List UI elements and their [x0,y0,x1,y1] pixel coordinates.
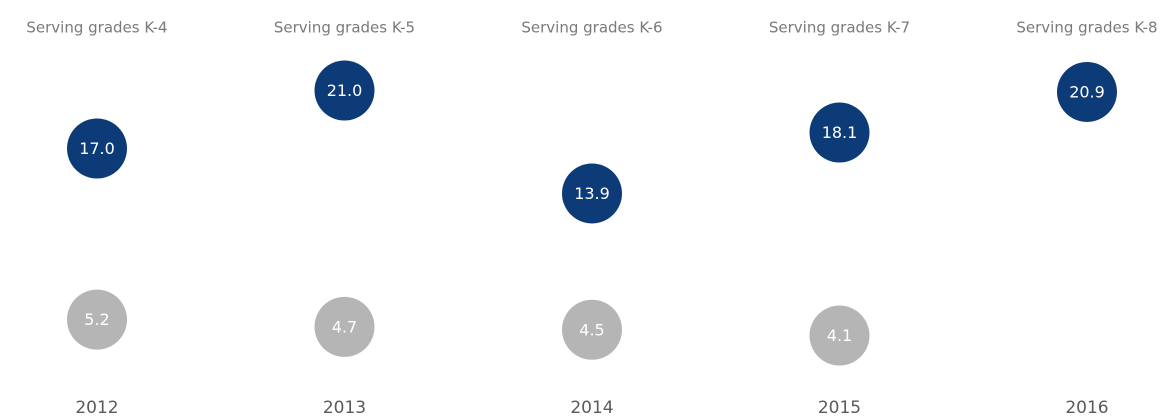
value-label: 13.9 [574,184,610,203]
dot [314,296,375,357]
value-label: 5.2 [84,310,109,329]
category-label: 2013 [323,398,366,418]
dot [809,305,870,366]
dot [67,289,127,350]
column-label: Serving grades K-8 [1016,19,1157,37]
value-label: 20.9 [1069,82,1105,101]
value-label: 4.1 [827,326,852,345]
dot [809,102,870,163]
dot [562,163,622,224]
column-label: Serving grades K-6 [521,19,662,37]
dot [67,118,127,179]
value-label: 4.5 [579,320,604,339]
value-label: 18.1 [822,123,858,142]
value-label: 17.0 [79,139,115,158]
column-label: Serving grades K-7 [769,19,910,37]
column-label: Serving grades K-4 [26,19,167,37]
dot [562,299,622,360]
dot [1057,61,1117,122]
category-label: 2012 [75,398,118,418]
value-label: 4.7 [332,317,357,336]
category-label: 2016 [1065,398,1108,418]
column-label: Serving grades K-5 [274,19,415,37]
category-label: 2015 [818,398,861,418]
category-label: 2014 [570,398,613,418]
dot [314,60,375,121]
value-label: 21.0 [327,81,363,100]
